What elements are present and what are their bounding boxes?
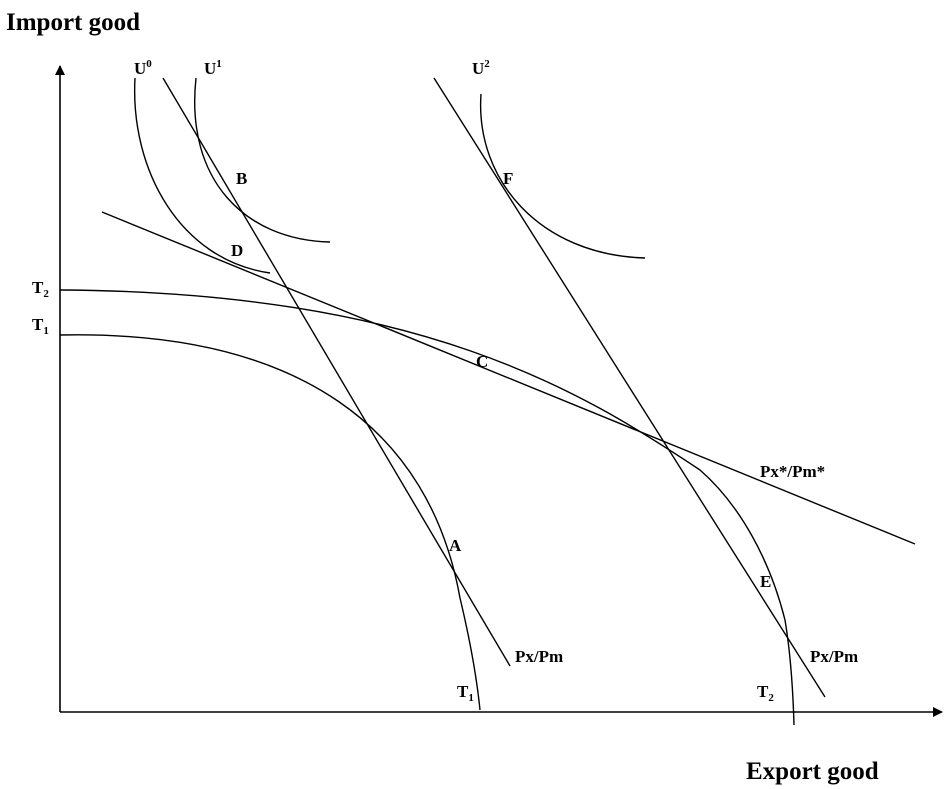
- ppf-t2-curve: [59, 289, 795, 726]
- ppf-t1-curve: [59, 334, 481, 711]
- point-label-f: F: [503, 169, 513, 188]
- price-line-px-pm-2: [433, 77, 826, 698]
- price-line-autarky: [101, 211, 916, 545]
- y-axis-title: Import good: [6, 9, 140, 36]
- label-t1-bottom: T1: [457, 682, 474, 704]
- indifference-curve-u0: [133, 77, 271, 274]
- label-u2: U2: [472, 58, 490, 78]
- point-label-b: B: [236, 169, 247, 188]
- point-label-e: E: [760, 572, 771, 591]
- point-label-a: A: [449, 536, 462, 555]
- label-px-pm-1: Px/Pm: [515, 647, 563, 666]
- label-u1: U1: [204, 58, 222, 78]
- label-t2-axis: T2: [32, 278, 49, 300]
- price-line-px-pm-1: [162, 77, 511, 667]
- x-axis-title: Export good: [746, 758, 879, 785]
- label-t1-axis: T1: [32, 315, 49, 337]
- label-u0: U0: [134, 58, 152, 78]
- label-px-pm-2: Px/Pm: [810, 647, 858, 666]
- label-t2-bottom: T2: [757, 682, 774, 704]
- label-autarky-price: Px*/Pm*: [760, 462, 825, 481]
- point-label-c: C: [476, 352, 488, 371]
- point-label-d: D: [231, 241, 243, 260]
- indifference-curve-u2: [479, 93, 646, 259]
- indifference-curve-u1: [194, 77, 331, 243]
